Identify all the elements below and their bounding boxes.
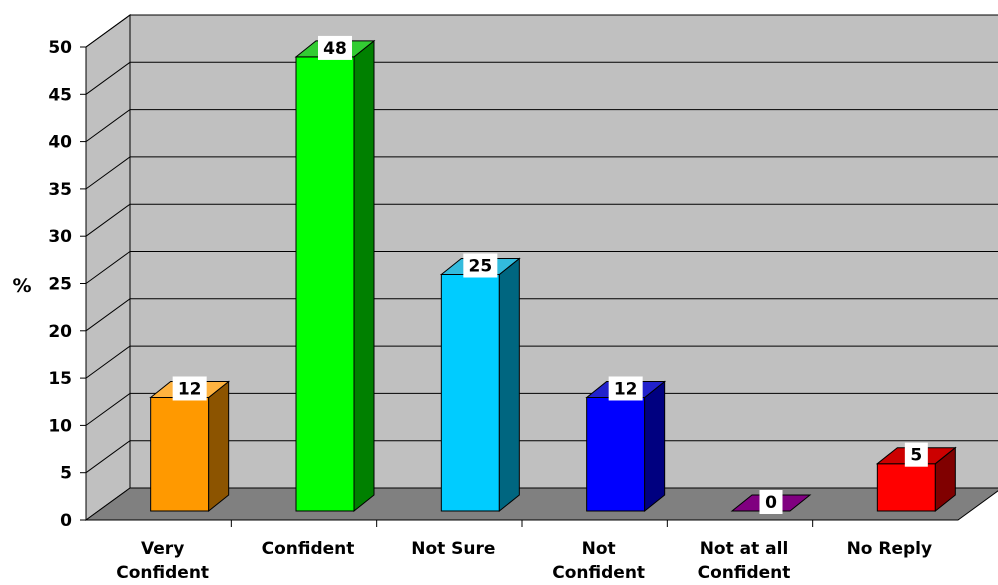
gridline — [85, 14, 998, 48]
data-label-box — [608, 376, 643, 401]
y-tick-label: 35 — [48, 180, 72, 200]
y-tick-label: 45 — [48, 85, 72, 105]
x-category-label: Not Confident — [552, 539, 645, 583]
data-label: 5 — [910, 446, 922, 466]
gridline — [85, 440, 998, 474]
y-tick-label: 15 — [48, 369, 72, 389]
bar: 12 — [585, 376, 667, 513]
data-label-box — [172, 376, 207, 401]
gridlines — [85, 14, 998, 474]
gridline — [85, 109, 998, 143]
data-label: 25 — [468, 257, 492, 277]
gridline — [85, 203, 998, 237]
bar: 5 — [875, 442, 957, 513]
bar-front — [295, 56, 355, 512]
gridline — [85, 156, 998, 190]
bar: 25 — [439, 253, 521, 513]
bar-side — [208, 380, 230, 513]
data-label: 12 — [178, 379, 202, 399]
bar-side — [498, 257, 520, 513]
gridline — [85, 392, 998, 426]
bar: 0 — [730, 490, 812, 514]
y-tick-label: 20 — [48, 322, 72, 342]
y-tick-label: 30 — [48, 227, 72, 247]
y-tick-label: 5 — [60, 464, 72, 484]
y-tick-label: 0 — [60, 511, 72, 531]
y-tick-labels: 0 5 10 15 20 25 30 35 40 45 50 — [48, 38, 72, 531]
bars: 12 48 25 12 0 5 — [149, 35, 957, 514]
bar-front — [586, 396, 646, 512]
y-tick-label: 50 — [48, 38, 72, 58]
y-axis-title: % — [12, 275, 31, 297]
data-label-box — [759, 490, 783, 514]
y-tick-label: 25 — [48, 275, 72, 295]
data-label-box — [463, 253, 498, 278]
x-category-label: Not Sure — [411, 539, 495, 559]
data-label: 48 — [323, 39, 347, 59]
axes — [80, 46, 958, 527]
data-label: 0 — [765, 493, 777, 513]
bar-side — [644, 380, 666, 513]
bar-side — [353, 39, 375, 513]
gridline — [85, 345, 998, 379]
data-label-box — [904, 442, 928, 467]
bar: 12 — [149, 376, 231, 513]
x-category-label: Not at all Confident — [698, 539, 791, 583]
x-category-label: No Reply — [847, 539, 933, 559]
x-category-label: Confident — [262, 539, 355, 559]
bar: 48 — [294, 35, 376, 513]
gridline — [85, 61, 998, 95]
bar-front — [876, 463, 936, 512]
gridline — [85, 298, 998, 332]
gridline — [85, 251, 998, 284]
x-category-label: Very Confident — [116, 539, 209, 583]
bar-front — [440, 274, 500, 512]
bar-front — [150, 396, 210, 512]
data-label: 12 — [614, 379, 638, 399]
x-category-labels: Very Confident Confident Not Sure Not Confide… — [116, 539, 932, 583]
y-tick-label: 10 — [48, 416, 72, 436]
data-label-box — [318, 35, 352, 60]
y-tick-label: 40 — [48, 133, 72, 153]
